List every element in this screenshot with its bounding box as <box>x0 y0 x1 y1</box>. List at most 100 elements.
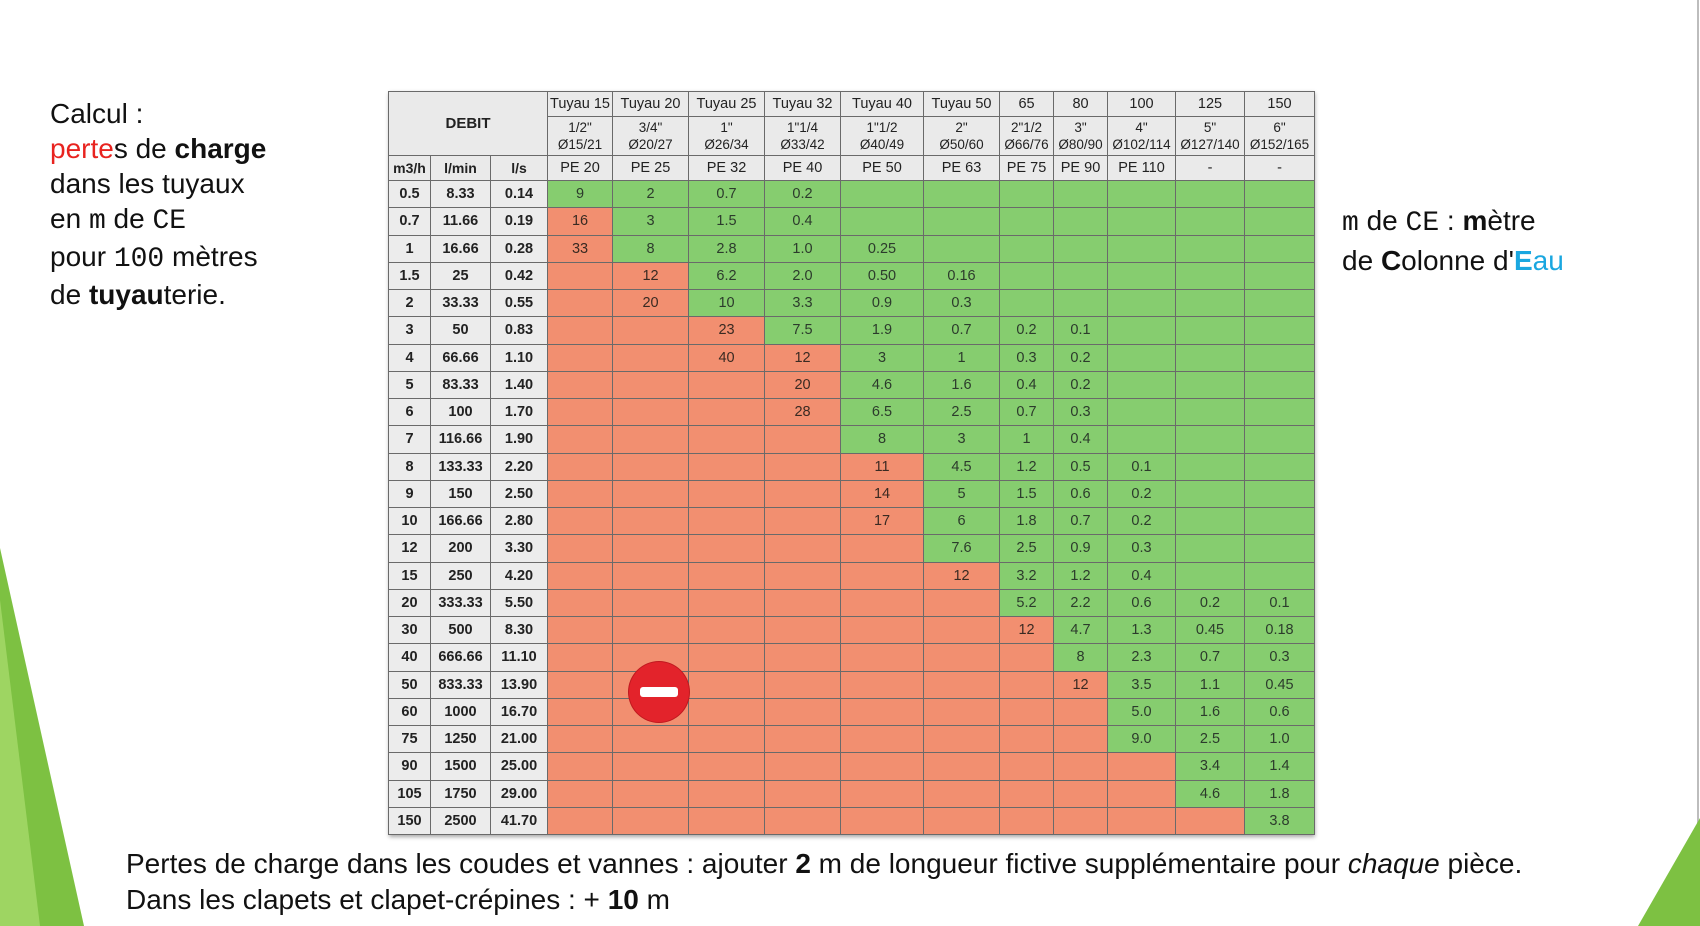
header-row-units: m3/h l/min l/s PE 20 PE 25 PE 32 PE 40 PE 50 PE … <box>388 155 1316 181</box>
head-loss-cell: 0.6 <box>1053 479 1109 509</box>
unit-ce: CE <box>152 206 187 237</box>
head-loss-cell: 2.5 <box>1175 724 1246 754</box>
head-loss-cell <box>764 479 842 509</box>
head-loss-cell: 2.5 <box>923 397 1001 427</box>
table-row: 1 16.66 0.28 33 8 2.8 1.0 0.25 <box>388 234 1316 263</box>
head-loss-cell <box>547 670 614 699</box>
text-fragment: m de longueur fictive supplémentaire pou… <box>810 848 1348 879</box>
head-loss-cell: 2.5 <box>999 534 1055 563</box>
head-loss-cell: 40 <box>688 343 766 372</box>
head-loss-cell <box>840 752 925 781</box>
head-loss-cell <box>547 343 614 372</box>
flow-ls-cell: 29.00 <box>489 779 549 808</box>
table-row: 0.7 11.66 0.19 16 3 1.5 0.4 <box>388 207 1316 236</box>
word-perte: perte <box>50 133 114 164</box>
head-loss-cell <box>1107 288 1177 318</box>
table-row: 105 1750 29.00 4.6 1.8 <box>388 779 1316 808</box>
head-loss-cell <box>612 397 690 427</box>
word-charge: charge <box>174 133 267 164</box>
flow-lmin-cell: 1500 <box>430 752 491 781</box>
head-loss-cell: 0.1 <box>1053 316 1109 345</box>
table-row: 4 66.66 1.10 40 12 3 1 0.3 0.2 <box>388 343 1316 372</box>
flow-ls-cell: 0.42 <box>489 261 549 291</box>
pipe-diameter: Ø102/114 <box>1112 137 1171 152</box>
flow-m3h-cell: 0.5 <box>388 179 431 209</box>
head-loss-cell: 1.2 <box>1053 561 1109 590</box>
head-loss-cell: 0.45 <box>1244 670 1316 699</box>
head-loss-cell <box>1107 779 1177 808</box>
text-fragment: mètres <box>164 241 258 272</box>
pe-rating-header: PE 50 <box>840 155 925 181</box>
head-loss-cell <box>688 697 766 727</box>
text-fragment: olonne d' <box>1401 245 1514 276</box>
flow-ls-cell: 11.10 <box>489 643 549 672</box>
head-loss-cell <box>1053 179 1109 209</box>
flow-lmin-cell: 33.33 <box>430 288 491 318</box>
left-line-2: pertes de charge <box>50 131 266 166</box>
head-loss-cell <box>547 397 614 427</box>
head-loss-cell <box>1053 806 1109 836</box>
head-loss-cell <box>1175 179 1246 209</box>
head-loss-cell <box>999 179 1055 209</box>
head-loss-cell: 20 <box>612 288 690 318</box>
head-loss-cell <box>612 343 690 372</box>
flow-unit-header: m3/h <box>388 155 431 181</box>
head-loss-cell: 6.2 <box>688 261 766 291</box>
head-loss-cell: 3.4 <box>1175 752 1246 781</box>
head-loss-cell <box>1107 370 1177 400</box>
head-loss-cell <box>688 370 766 400</box>
head-loss-cell: 3.5 <box>1107 670 1177 699</box>
head-loss-cell <box>764 425 842 454</box>
head-loss-cell <box>1244 370 1316 400</box>
head-loss-cell <box>764 534 842 563</box>
table-row: 20 333.33 5.50 5.2 2.2 0.6 0.2 0.1 <box>388 588 1316 618</box>
head-loss-cell <box>1244 179 1316 209</box>
flow-lmin-cell: 116.66 <box>430 425 491 454</box>
text-fragment: au <box>1532 245 1564 276</box>
head-loss-cell <box>1175 316 1246 345</box>
left-line-3: dans les tuyaux <box>50 168 245 199</box>
flow-m3h-cell: 10 <box>388 506 431 536</box>
flow-m3h-cell: 9 <box>388 479 431 509</box>
head-loss-cell <box>764 588 842 618</box>
pipe-dimension-header: 1"1/2 Ø40/49 <box>840 116 925 156</box>
head-loss-cell <box>1175 506 1246 536</box>
pe-rating-header: PE 20 <box>547 155 614 181</box>
number-100: 100 <box>113 244 165 275</box>
head-loss-cell <box>688 670 766 699</box>
head-loss-cell: 5 <box>923 479 1001 509</box>
head-loss-cell <box>688 397 766 427</box>
head-loss-cell <box>923 697 1001 727</box>
head-loss-cell <box>612 724 690 754</box>
flow-m3h-cell: 6 <box>388 397 431 427</box>
pipe-diameter: Ø15/21 <box>557 137 603 152</box>
head-loss-cell <box>688 724 766 754</box>
head-loss-cell: 16 <box>547 207 614 236</box>
bottom-note: Pertes de charge dans les coudes et vann… <box>126 846 1522 918</box>
head-loss-cell <box>1244 534 1316 563</box>
head-loss-cell <box>999 207 1055 236</box>
head-loss-cell: 0.1 <box>1107 452 1177 481</box>
flow-lmin-cell: 50 <box>430 316 491 345</box>
head-loss-cell <box>1244 207 1316 236</box>
head-loss-cell <box>999 806 1055 836</box>
pipe-dimension-header: 4" Ø102/114 <box>1107 116 1177 156</box>
flow-ls-cell: 5.50 <box>489 588 549 618</box>
head-loss-cell <box>612 588 690 618</box>
head-loss-cell <box>923 670 1001 699</box>
head-loss-cell: 20 <box>764 370 842 400</box>
table-row: 75 1250 21.00 9.0 2.5 1.0 <box>388 724 1316 754</box>
head-loss-cell <box>764 452 842 481</box>
flow-lmin-cell: 11.66 <box>430 207 491 236</box>
head-loss-cell <box>1175 425 1246 454</box>
head-loss-cell: 0.2 <box>1107 506 1177 536</box>
flow-m3h-cell: 2 <box>388 288 431 318</box>
head-loss-cell <box>1175 561 1246 590</box>
flow-lmin-cell: 2500 <box>430 806 491 836</box>
left-line-4: en m de CE <box>50 201 266 239</box>
pe-rating-header: PE 25 <box>612 155 690 181</box>
head-loss-cell <box>1107 207 1177 236</box>
pipe-inch-size: 3/4" <box>638 120 663 135</box>
unit-m: m <box>1342 208 1359 239</box>
flow-m3h-cell: 60 <box>388 697 431 727</box>
